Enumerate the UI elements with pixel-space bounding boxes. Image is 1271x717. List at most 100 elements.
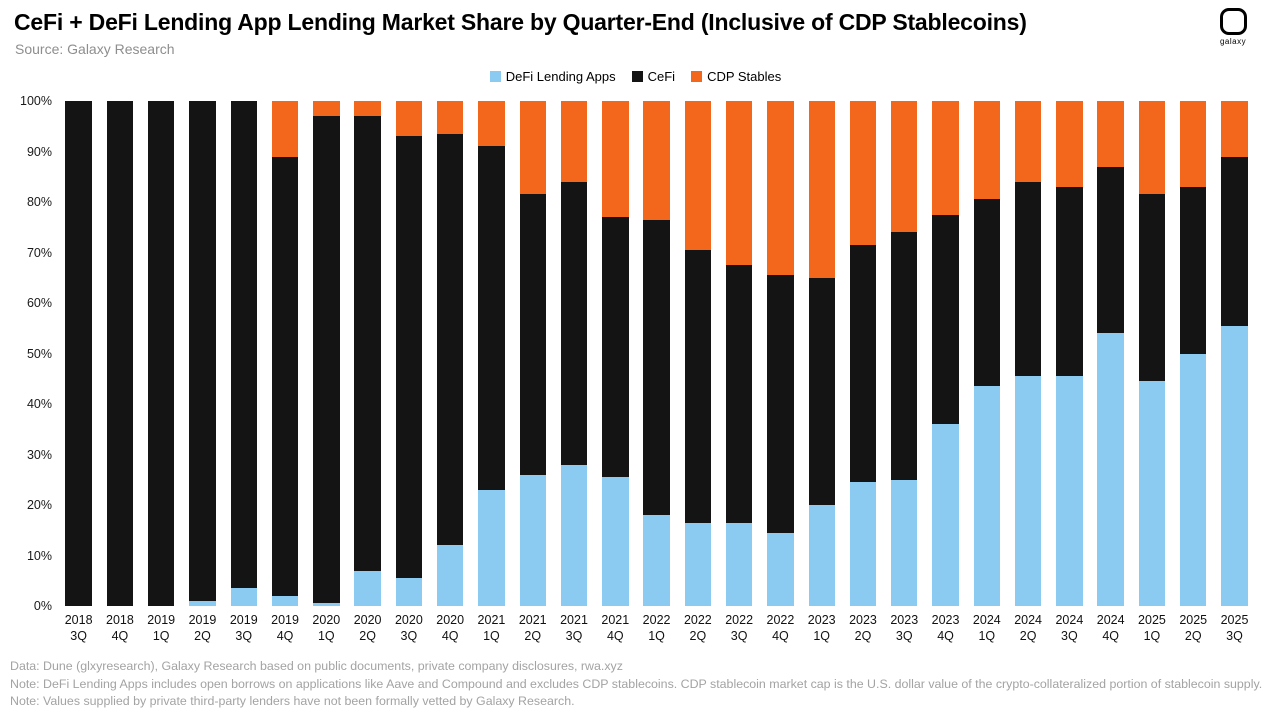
bar-2023-1q <box>801 101 842 606</box>
bar-column <box>602 101 629 606</box>
bar-2019-1q <box>141 101 182 606</box>
y-tick-label: 0% <box>33 599 52 613</box>
segment-cefi <box>1221 156 1248 326</box>
x-tick-label: 2022 4Q <box>766 613 795 643</box>
segment-cdp-stables <box>1180 101 1207 187</box>
x-tick-label: 2018 3Q <box>64 613 93 643</box>
segment-defi-lending-apps <box>643 515 670 606</box>
x-tick-label: 2022 1Q <box>642 613 671 643</box>
bars <box>58 101 1255 606</box>
segment-cdp-stables <box>436 101 464 134</box>
segment-cefi <box>849 244 877 483</box>
bar-column <box>767 101 794 606</box>
bar-column <box>189 101 216 606</box>
bar-2020-3q <box>388 101 429 606</box>
segment-cefi <box>148 101 175 606</box>
segment-cdp-stables <box>643 101 670 220</box>
segment-cefi <box>230 101 257 589</box>
x-axis-labels: 2018 3Q 2018 4Q 2019 1Q 2019 2Q 2019 3Q 2019 4Q 2020… <box>58 613 1255 644</box>
bar-2024-4q <box>1090 101 1131 606</box>
bar-column <box>932 101 959 606</box>
segment-defi-lending-apps <box>1014 376 1042 606</box>
segment-cefi <box>395 136 423 579</box>
y-tick-label: 10% <box>26 548 52 563</box>
bar-2021-4q <box>595 101 636 606</box>
segment-defi-lending-apps <box>973 386 1001 606</box>
segment-cefi <box>65 101 92 606</box>
bar-2023-3q <box>884 101 925 606</box>
segment-defi-lending-apps <box>849 482 877 606</box>
bar-column <box>725 101 753 606</box>
y-tick-label: 70% <box>26 245 52 260</box>
segment-cdp-stables <box>725 101 753 266</box>
x-tick-label: 2023 4Q <box>931 613 960 643</box>
legend-item-cefi: CeFi <box>631 69 676 84</box>
segment-cdp-stables <box>1014 101 1042 182</box>
segment-cdp-stables <box>1138 101 1166 195</box>
bar-column <box>1180 101 1207 606</box>
segment-defi-lending-apps <box>1180 353 1207 606</box>
segment-defi-lending-apps <box>1221 325 1248 606</box>
segment-cefi <box>932 214 959 425</box>
bar-column <box>148 101 175 606</box>
segment-cdp-stables <box>767 101 794 276</box>
segment-defi-lending-apps <box>1138 381 1166 606</box>
bar-2022-3q <box>719 101 760 606</box>
bar-column <box>436 101 464 606</box>
segment-cefi <box>891 232 918 480</box>
y-tick-label: 50% <box>26 346 52 361</box>
segment-cdp-stables <box>973 101 1001 200</box>
legend-label: CDP Stables <box>707 69 782 84</box>
segment-defi-lending-apps <box>808 505 835 606</box>
segment-defi-lending-apps <box>1056 376 1083 606</box>
legend-swatch-icon <box>489 71 501 82</box>
x-tick-label: 2019 4Q <box>271 613 299 643</box>
chart: 0% 10% 20% 30% 40% 50% 60% 70% 80% 90% 100% 2018 3Q… <box>14 94 1255 644</box>
bar-column <box>560 101 588 606</box>
x-tick-label: 2019 3Q <box>229 613 258 643</box>
segment-cdp-stables <box>354 101 381 117</box>
segment-cefi <box>1180 186 1207 354</box>
segment-defi-lending-apps <box>684 522 712 606</box>
segment-cdp-stables <box>684 101 712 250</box>
y-axis: 0% 10% 20% 30% 40% 50% 60% 70% 80% 90% 100% <box>14 94 52 613</box>
bar-2020-2q <box>347 101 388 606</box>
segment-cdp-stables <box>271 101 299 157</box>
segment-cdp-stables <box>560 101 588 182</box>
x-tick-label: 2018 4Q <box>106 613 134 643</box>
bar-column <box>891 101 918 606</box>
segment-defi-lending-apps <box>271 595 299 606</box>
segment-cefi <box>560 181 588 465</box>
bar-column <box>1097 101 1124 606</box>
footer-note-data: Data: Dune (glxyresearch), Galaxy Resear… <box>10 659 623 673</box>
bar-column <box>106 101 134 606</box>
y-tick-label: 20% <box>26 498 52 512</box>
segment-cdp-stables <box>602 101 629 218</box>
segment-cefi <box>1014 181 1042 377</box>
bar-column <box>395 101 423 606</box>
legend: DeFi Lending Apps CeFi CDP Stables <box>0 69 1271 84</box>
legend-label: CeFi <box>647 69 676 84</box>
bar-2018-4q <box>99 101 140 606</box>
x-tick-label: 2023 3Q <box>890 613 919 643</box>
bar-2018-3q <box>58 101 99 606</box>
segment-defi-lending-apps <box>767 532 794 606</box>
x-tick-label: 2019 2Q <box>188 613 217 643</box>
x-tick-label: 2025 3Q <box>1220 613 1249 643</box>
galaxy-logo-icon <box>1219 8 1247 35</box>
bar-2022-1q <box>636 101 677 606</box>
bar-column <box>478 101 505 606</box>
legend-swatch-icon <box>691 71 703 82</box>
x-tick-label: 2019 1Q <box>147 613 176 643</box>
x-tick-label: 2024 1Q <box>972 613 1001 643</box>
segment-defi-lending-apps <box>230 588 257 606</box>
segment-cdp-stables <box>1097 101 1124 167</box>
y-tick-label: 100% <box>20 94 52 108</box>
chart-source: Source: Galaxy Research <box>15 41 175 57</box>
x-tick-label: 2020 1Q <box>312 613 341 643</box>
segment-defi-lending-apps <box>313 603 340 606</box>
bar-column <box>808 101 835 606</box>
footer-note-defi: Note: DeFi Lending Apps includes open bo… <box>10 676 1263 691</box>
segment-defi-lending-apps <box>1097 333 1124 606</box>
plot-area <box>58 101 1255 606</box>
